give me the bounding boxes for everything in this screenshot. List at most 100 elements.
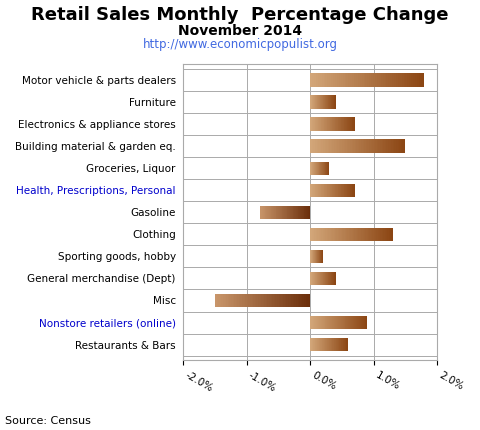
Bar (353, 184, 354, 197)
Bar (329, 73, 331, 86)
Bar (266, 206, 267, 219)
Bar (383, 228, 384, 241)
Bar (390, 228, 391, 241)
Bar (325, 228, 327, 241)
Bar (358, 139, 360, 153)
Bar (271, 206, 272, 219)
Bar (265, 206, 266, 219)
Bar (395, 139, 396, 153)
Bar (380, 139, 382, 153)
Bar (285, 206, 286, 219)
Bar (303, 206, 304, 219)
Bar (226, 294, 228, 307)
Bar (334, 228, 335, 241)
Bar (365, 73, 367, 86)
Bar (261, 206, 262, 219)
Bar (340, 117, 341, 131)
Bar (338, 338, 339, 351)
Bar (310, 316, 311, 329)
Bar (311, 117, 312, 131)
Bar (356, 73, 358, 86)
Bar (350, 117, 351, 131)
Bar (314, 117, 315, 131)
Bar (346, 117, 347, 131)
Bar (348, 73, 350, 86)
Bar (372, 139, 374, 153)
Bar (374, 139, 375, 153)
Bar (253, 294, 255, 307)
Bar (348, 117, 349, 131)
Bar (277, 294, 278, 307)
Bar (391, 139, 393, 153)
Bar (351, 228, 353, 241)
Bar (322, 184, 323, 197)
Bar (323, 139, 324, 153)
Bar (352, 316, 353, 329)
Bar (379, 73, 381, 86)
Bar (317, 184, 318, 197)
Bar (322, 117, 323, 131)
Bar (320, 316, 321, 329)
Bar (322, 338, 323, 351)
Bar (380, 228, 382, 241)
Bar (271, 294, 272, 307)
Bar (315, 139, 317, 153)
Bar (352, 117, 353, 131)
Bar (332, 228, 334, 241)
Bar (390, 139, 391, 153)
Bar (223, 294, 225, 307)
Bar (347, 184, 348, 197)
Bar (373, 228, 375, 241)
Text: http://www.economicpopulist.org: http://www.economicpopulist.org (143, 38, 337, 51)
Bar (362, 228, 364, 241)
Bar (382, 139, 383, 153)
Bar (339, 338, 340, 351)
Bar (388, 139, 390, 153)
Bar (314, 73, 316, 86)
Bar (231, 294, 232, 307)
Bar (354, 117, 355, 131)
Bar (280, 294, 282, 307)
Bar (312, 117, 313, 131)
Bar (415, 73, 417, 86)
Bar (365, 228, 367, 241)
Bar (389, 228, 390, 241)
Bar (260, 294, 261, 307)
Bar (375, 228, 376, 241)
Bar (332, 117, 333, 131)
Bar (344, 139, 345, 153)
Bar (318, 184, 319, 197)
Bar (334, 184, 335, 197)
Bar (313, 184, 314, 197)
Bar (341, 117, 342, 131)
Bar (363, 73, 365, 86)
Bar (312, 338, 313, 351)
Bar (409, 73, 411, 86)
Bar (244, 294, 245, 307)
Bar (366, 316, 367, 329)
Bar (343, 117, 344, 131)
Bar (321, 316, 322, 329)
Text: Retail Sales Monthly  Percentage Change: Retail Sales Monthly Percentage Change (31, 6, 449, 25)
Bar (386, 228, 387, 241)
Bar (312, 73, 314, 86)
Bar (360, 316, 361, 329)
Bar (313, 228, 314, 241)
Bar (232, 294, 234, 307)
Bar (307, 294, 309, 307)
Bar (333, 73, 335, 86)
Bar (282, 206, 283, 219)
Bar (302, 294, 304, 307)
Bar (345, 228, 346, 241)
Bar (364, 139, 366, 153)
Bar (321, 184, 322, 197)
Bar (315, 316, 316, 329)
Bar (319, 316, 320, 329)
Bar (329, 184, 330, 197)
Bar (310, 117, 311, 131)
Bar (322, 316, 323, 329)
Bar (328, 228, 329, 241)
Bar (358, 73, 360, 86)
Bar (291, 206, 292, 219)
Bar (314, 338, 315, 351)
